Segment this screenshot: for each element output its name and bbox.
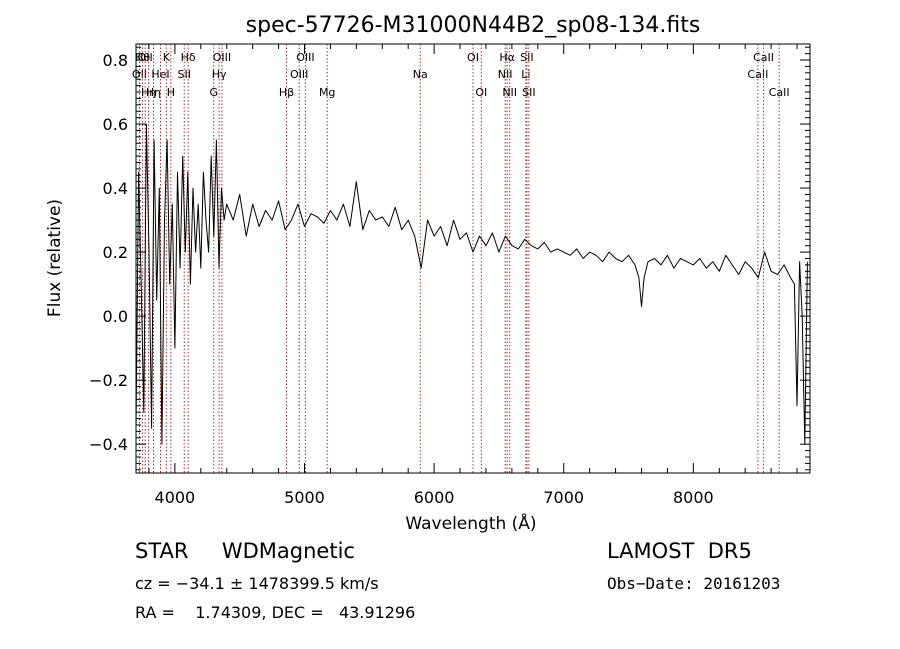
line-marker-label: NII xyxy=(498,68,513,81)
x-tick-label: 7000 xyxy=(543,488,584,507)
coordinates-readout: RA = 1.74309, DEC = 43.91296 xyxy=(135,603,416,622)
line-marker-label: OI xyxy=(475,86,487,99)
line-marker-label: H xyxy=(167,86,175,99)
line-marker-label: Hγ xyxy=(212,68,227,81)
y-tick-label: 0.2 xyxy=(103,243,128,262)
x-tick-label: 5000 xyxy=(284,488,325,507)
y-tick-label: −0.4 xyxy=(89,435,128,454)
x-tick-label: 8000 xyxy=(673,488,714,507)
x-tick-label: 4000 xyxy=(155,488,196,507)
line-marker-label: HeI xyxy=(151,68,169,81)
y-tick-label: 0.4 xyxy=(103,179,128,198)
line-marker-label: SII xyxy=(520,51,533,64)
y-tick-label: 0.6 xyxy=(103,115,128,134)
line-marker-label: CaII xyxy=(747,68,768,81)
line-marker-label: SII xyxy=(177,68,190,81)
line-marker-label: CaII xyxy=(753,51,774,64)
y-axis-label: Flux (relative) xyxy=(45,199,65,317)
line-marker-label: G xyxy=(210,86,219,99)
y-tick-label: −0.2 xyxy=(89,371,128,390)
line-marker-label: OIII xyxy=(290,68,308,81)
object-class: STAR WDMagnetic xyxy=(135,539,355,563)
line-marker-label: NII xyxy=(502,86,517,99)
line-marker-label: Na xyxy=(413,68,428,81)
line-marker-label: CaII xyxy=(769,86,790,99)
chart-title: spec-57726-M31000N44B2_sp08-134.fits xyxy=(246,13,701,38)
line-marker-label: K xyxy=(163,51,171,64)
tick-layer: 4000 5000 6000 7000 8000 −0.4 −0.2 0.0 0.2 0.4 0.6… xyxy=(89,44,810,507)
line-marker-label: Hη xyxy=(141,86,156,99)
redshift-readout: cz = −34.1 ± 1478399.5 km/s xyxy=(135,574,379,593)
line-marker-label: OII xyxy=(138,51,153,64)
line-marker-label: OIII xyxy=(213,51,231,64)
line-marker-label: Hθ xyxy=(135,51,150,64)
line-marker-layer: OIIHθOIIHηHηHeIKHSIIHδGHγOIIIHβOIIIOIIIM… xyxy=(132,44,790,473)
line-marker-label: SII xyxy=(522,86,535,99)
line-marker-label: OIII xyxy=(296,51,314,64)
x-tick-label: 6000 xyxy=(414,488,455,507)
line-marker-label: Hα xyxy=(499,51,515,64)
spectrum-line xyxy=(135,123,808,445)
line-marker-label: Hβ xyxy=(279,86,294,99)
survey-name: LAMOST DR5 xyxy=(607,539,752,563)
line-marker-label: Mg xyxy=(319,86,335,99)
line-marker-label: Hδ xyxy=(181,51,196,64)
line-marker-label: OI xyxy=(467,51,479,64)
series-layer xyxy=(135,123,808,445)
line-marker-label: Hη xyxy=(146,86,161,99)
y-tick-label: 0.0 xyxy=(103,307,128,326)
x-axis-label: Wavelength (Å) xyxy=(405,512,536,534)
line-marker-label: Li xyxy=(521,68,530,81)
y-tick-label: 0.8 xyxy=(103,51,128,70)
observation-date: Obs−Date: 20161203 xyxy=(607,574,781,593)
